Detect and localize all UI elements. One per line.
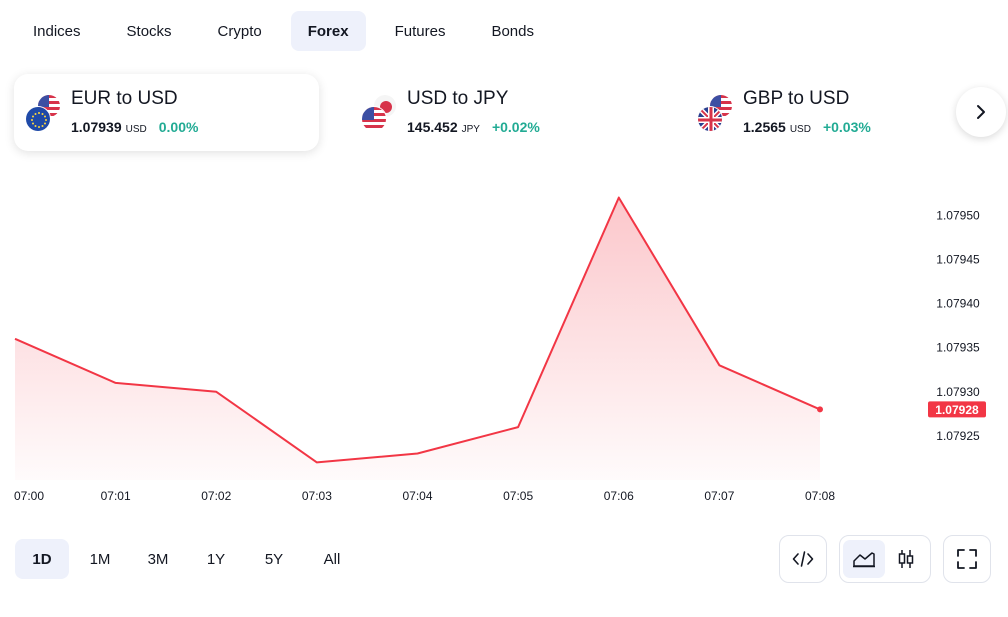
range-1m-button[interactable]: 1M xyxy=(89,550,111,568)
area-fill xyxy=(15,197,820,480)
code-icon xyxy=(792,551,814,567)
x-tick-label: 07:03 xyxy=(302,489,332,503)
x-tick-label: 07:00 xyxy=(14,489,44,503)
ticker-price: 145.452 JPY +0.02% xyxy=(407,119,540,135)
tab-crypto[interactable]: Crypto xyxy=(217,22,262,40)
range-3m-button[interactable]: 3M xyxy=(147,550,169,568)
x-tick-label: 07:07 xyxy=(704,489,734,503)
ticker-card-eurusd[interactable]: EUR to USD 1.07939 USD 0.00% xyxy=(14,74,319,151)
range-1y-button[interactable]: 1Y xyxy=(206,550,226,568)
ticker-name: EUR to USD xyxy=(71,88,178,109)
market-tabs: Indices Stocks Crypto Forex Futures Bond… xyxy=(16,11,563,51)
currency-pair-flags xyxy=(25,94,61,132)
y-tick-label: 1.07935 xyxy=(936,341,980,355)
last-price-badge xyxy=(928,401,986,418)
ticker-name: USD to JPY xyxy=(407,88,509,109)
y-tick-label: 1.07950 xyxy=(936,208,980,222)
price-line xyxy=(14,196,821,464)
range-1d-button[interactable]: 1D xyxy=(15,539,69,579)
y-tick-label: 1.07925 xyxy=(936,429,980,443)
ticker-card-usdjpy[interactable]: USD to JPY 145.452 JPY +0.02% xyxy=(350,74,655,151)
range-all-button[interactable]: All xyxy=(323,550,341,568)
x-tick-label: 07:02 xyxy=(201,489,231,503)
ticker-name: GBP to USD xyxy=(743,88,850,109)
y-tick-label: 1.07930 xyxy=(936,385,980,399)
ticker-change: 0.00% xyxy=(158,119,199,135)
fullscreen-button[interactable] xyxy=(943,535,991,583)
x-tick-label: 07:04 xyxy=(402,489,432,503)
ticker-price: 1.07939 USD 0.00% xyxy=(71,119,198,135)
last-price-label: 1.07928 xyxy=(935,403,979,417)
ticker-price-value: 145.452 xyxy=(407,119,458,135)
y-tick-label: 1.07940 xyxy=(936,297,980,311)
currency-pair-flags xyxy=(361,94,397,132)
ticker-change: +0.02% xyxy=(491,119,540,135)
tab-forex[interactable]: Forex xyxy=(290,11,366,51)
ticker-price: 1.2565 USD +0.03% xyxy=(743,119,871,135)
ticker-price-value: 1.07939 xyxy=(71,119,122,135)
chart-style-toggle xyxy=(839,535,931,583)
embed-button[interactable] xyxy=(779,535,827,583)
ticker-unit: USD xyxy=(125,124,147,135)
chevron-right-icon xyxy=(977,105,985,119)
ticker-card-gbpusd[interactable]: GBP to USD 1.2565 USD +0.03% xyxy=(686,74,956,151)
area-chart-button[interactable] xyxy=(843,540,885,578)
y-tick-label: 1.07945 xyxy=(936,252,980,266)
fullscreen-icon xyxy=(957,549,977,569)
tab-stocks[interactable]: Stocks xyxy=(126,22,172,40)
ticker-unit: USD xyxy=(789,124,811,135)
uk-flag-icon xyxy=(697,106,723,132)
area-chart-icon xyxy=(853,552,875,568)
tab-futures[interactable]: Futures xyxy=(394,22,446,40)
tab-indices[interactable]: Indices xyxy=(33,22,81,40)
candlestick-chart-button[interactable] xyxy=(885,540,927,578)
ticker-unit: JPY xyxy=(461,124,480,135)
us-flag-icon xyxy=(361,106,387,132)
x-tick-label: 07:08 xyxy=(805,489,835,503)
eu-flag-icon xyxy=(25,106,51,132)
x-tick-label: 07:05 xyxy=(503,489,533,503)
candlestick-icon xyxy=(898,550,914,568)
price-chart[interactable]: 1.07950 1.07945 1.07940 1.07935 1.07930 1.079… xyxy=(0,160,1008,520)
carousel-next-button[interactable] xyxy=(956,87,1006,137)
x-tick-label: 07:06 xyxy=(604,489,634,503)
ticker-carousel: EUR to USD 1.07939 USD 0.00% xyxy=(14,74,1004,154)
currency-pair-flags xyxy=(697,94,733,132)
ticker-change: +0.03% xyxy=(822,119,871,135)
x-tick-label: 07:01 xyxy=(101,489,131,503)
tab-bonds[interactable]: Bonds xyxy=(491,22,534,40)
ticker-price-value: 1.2565 xyxy=(743,119,786,135)
range-5y-button[interactable]: 5Y xyxy=(264,550,284,568)
time-range-selector: 1D 1M 3M 1Y 5Y All xyxy=(15,539,363,579)
data-point xyxy=(817,406,823,413)
